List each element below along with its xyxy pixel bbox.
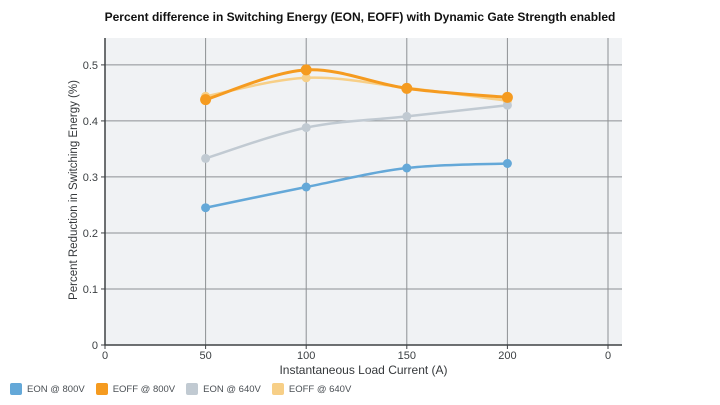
series-point-eoff-640v[interactable] <box>301 73 311 83</box>
plot-background <box>105 38 622 345</box>
x-tick-label: 100 <box>297 350 315 362</box>
y-tick-label: 0.4 <box>83 116 98 128</box>
legend-item-eoff-640v[interactable]: EOFF @ 640V <box>271 383 352 395</box>
legend-label: EON @ 640V <box>203 383 261 395</box>
y-tick-label: 0.3 <box>83 172 98 184</box>
legend-item-eoff-800v[interactable]: EOFF @ 800V <box>95 383 176 395</box>
y-tick-label: 0.5 <box>83 60 98 72</box>
y-tick-label: 0.2 <box>83 228 98 240</box>
legend-item-eon-640v[interactable]: EON @ 640V <box>186 383 261 395</box>
series-point-eoff-800v[interactable] <box>401 82 413 94</box>
series-point-eon-640v[interactable] <box>502 100 512 110</box>
legend-label: EON @ 800V <box>27 383 85 395</box>
legend-label: EOFF @ 640V <box>288 383 352 395</box>
series-point-eon-800v[interactable] <box>201 203 211 213</box>
x-tick-label: 0 <box>102 350 108 362</box>
x-tick-label: 50 <box>199 350 211 362</box>
series-line-eon-800v <box>204 162 509 209</box>
series-point-eon-800v[interactable] <box>502 159 512 168</box>
x-tick-label: 150 <box>398 350 416 362</box>
legend-item-eon-800v[interactable]: EON @ 800V <box>10 383 85 395</box>
legend-label: EOFF @ 800V <box>112 383 176 395</box>
series-point-eon-800v[interactable] <box>301 182 311 192</box>
x-tick-label: 200 <box>498 350 516 362</box>
x-axis-label: Instantaneous Load Current (A) <box>279 363 448 377</box>
series-point-eon-640v[interactable] <box>301 123 311 133</box>
legend: EON @ 800V EOFF @ 800V EON @ 640V EOFF @ 64… <box>10 383 351 395</box>
series-point-eoff-800v[interactable] <box>501 91 513 103</box>
legend-swatch-eon-800v <box>10 383 22 395</box>
legend-swatch-eoff-640v <box>271 383 284 395</box>
series-point-eon-800v[interactable] <box>402 163 412 173</box>
series-line-eoff-800v <box>204 68 509 102</box>
x-tick-label: 0 <box>605 350 611 362</box>
legend-swatch-eon-640v <box>186 383 199 395</box>
legend-swatch-eoff-800v <box>95 383 108 395</box>
series-point-eon-640v[interactable] <box>201 153 211 163</box>
y-axis-label: Percent Reduction in Switching Energy (%… <box>68 80 80 300</box>
series-point-eoff-800v[interactable] <box>300 64 312 76</box>
series-point-eon-640v[interactable] <box>402 111 412 121</box>
chart-title: Percent difference in Switching Energy (… <box>104 10 616 24</box>
series-point-eoff-800v[interactable] <box>200 94 212 106</box>
y-tick-label: 0.1 <box>83 284 98 296</box>
y-tick-label: 0 <box>92 340 98 352</box>
series-line-eon-640v <box>204 103 509 160</box>
